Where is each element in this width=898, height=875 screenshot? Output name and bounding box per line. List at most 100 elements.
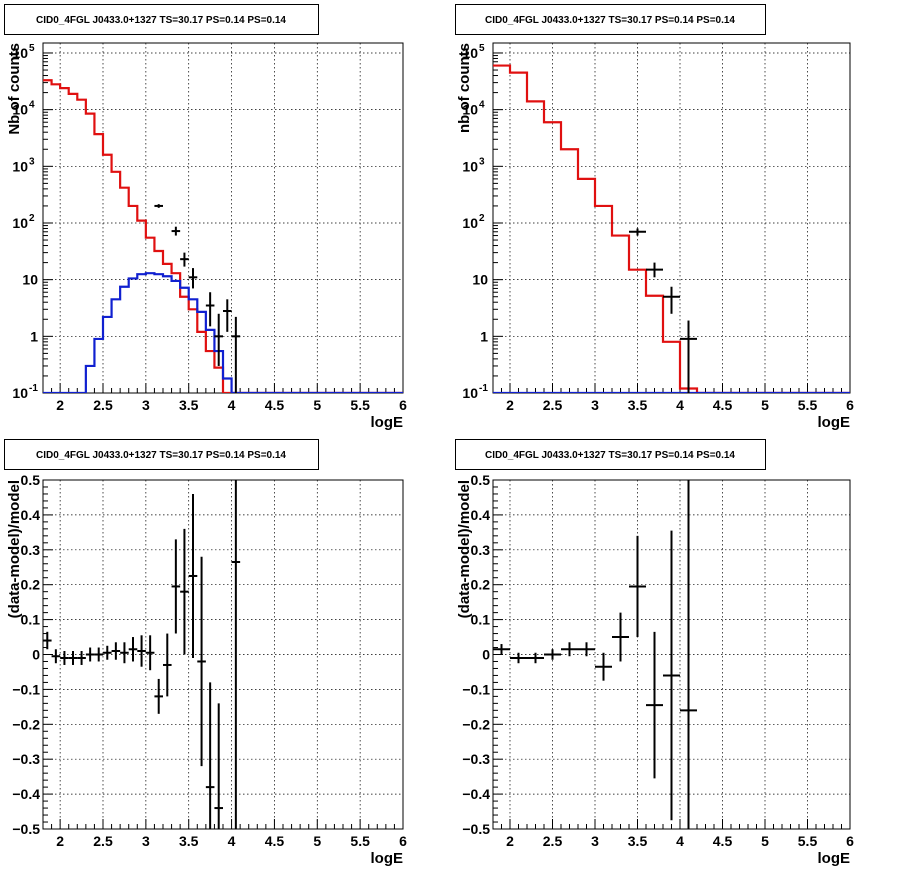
chart-panel-2: CID0_4FGL J0433.0+1327 TS=30.17 PS=0.14 …	[455, 4, 854, 431]
x-tick-label: 5	[761, 833, 769, 849]
y-tick-label: 0.3	[21, 542, 41, 558]
plot-frame	[492, 42, 851, 394]
x-axis-label: logE	[818, 414, 851, 431]
x-tick-label: 4	[676, 833, 684, 849]
y-tick-exponent: 3	[479, 156, 485, 167]
y-tick-label: −0.3	[462, 751, 490, 767]
data-point-12	[680, 480, 697, 829]
y-tick-label: 0.4	[21, 507, 41, 523]
data-layer	[43, 480, 241, 829]
y-tick-label: 10	[12, 385, 28, 401]
y-tick-label: 0	[482, 647, 490, 663]
x-axis-label: logE	[818, 850, 851, 867]
y-axis-label: Nb of counts	[6, 43, 23, 135]
grid	[43, 43, 403, 393]
y-tick-label: 10	[12, 102, 28, 118]
x-tick-label: 3	[142, 397, 150, 413]
data-point-9	[111, 642, 121, 660]
grid	[43, 480, 403, 829]
y-tick-label: 10	[462, 158, 478, 174]
y-tick-label: 10	[12, 158, 28, 174]
data-point-8	[612, 612, 629, 662]
y-tick-label: 10	[462, 45, 478, 61]
y-tick-label: 0.3	[471, 542, 491, 558]
data-point-2	[51, 649, 61, 664]
title-box-frame	[4, 4, 319, 35]
data-point-1	[493, 644, 510, 655]
y-tick-label: 10	[472, 272, 488, 288]
plot-frame	[42, 42, 404, 394]
data-point-16	[171, 539, 181, 634]
chart-title: CID0_4FGL J0433.0+1327 TS=30.17 PS=0.14 …	[36, 15, 286, 26]
y-tick-label: −0.4	[462, 786, 490, 802]
data-layer	[493, 480, 697, 829]
y-tick-exponent: -1	[29, 383, 38, 394]
data-point-4	[188, 268, 198, 289]
data-point-1	[43, 631, 52, 650]
x-tick-label: 6	[846, 833, 854, 849]
x-tick-label: 4.5	[713, 833, 733, 849]
y-axis-label: (data-model)/model	[6, 480, 23, 618]
y-axis-label: (data-model)/model	[456, 480, 473, 618]
x-tick-label: 2	[506, 833, 514, 849]
x-axis-label: logE	[371, 850, 404, 867]
data-point-1	[154, 204, 163, 208]
data-point-12	[137, 635, 146, 667]
y-tick-exponent: 4	[479, 100, 485, 111]
x-tick-label: 4.5	[713, 397, 733, 413]
data-layer	[43, 79, 403, 393]
y-tick-label: 0.4	[471, 507, 491, 523]
y-tick-label: 10	[12, 45, 28, 61]
y-tick-label: 0.5	[471, 472, 491, 488]
x-tick-label: 5.5	[798, 397, 818, 413]
x-tick-label: 2.5	[543, 397, 563, 413]
chart-panel-4: CID0_4FGL J0433.0+1327 TS=30.17 PS=0.14 …	[455, 439, 854, 867]
x-tick-label: 3	[142, 833, 150, 849]
title-box: CID0_4FGL J0433.0+1327 TS=30.17 PS=0.14 …	[455, 4, 766, 35]
y-tick-exponent: -1	[479, 383, 488, 394]
x-tick-label: 5.5	[798, 833, 818, 849]
data-point-6	[85, 647, 95, 662]
data-point-20	[205, 682, 215, 829]
y-tick-label: −0.2	[12, 716, 40, 732]
y-tick-label: −0.2	[462, 716, 490, 732]
title-box-frame	[4, 439, 319, 470]
data-point-13	[145, 635, 155, 671]
x-tick-label: 4.5	[265, 833, 285, 849]
y-tick-exponent: 4	[29, 100, 35, 111]
data-point-18	[188, 493, 198, 658]
x-tick-label: 5	[761, 397, 769, 413]
hist-series-0	[43, 79, 403, 393]
y-tick-label: 0.5	[21, 472, 41, 488]
x-tick-label: 3	[591, 397, 599, 413]
x-tick-label: 2.5	[93, 397, 113, 413]
data-layer	[493, 64, 850, 393]
data-point-14	[154, 678, 163, 714]
y-tick-label: 0.1	[21, 612, 41, 628]
y-tick-label: 1	[30, 328, 38, 344]
data-point-21	[214, 703, 223, 829]
data-point-6	[214, 313, 223, 366]
x-tick-label: 4	[228, 833, 236, 849]
x-tick-label: 6	[399, 833, 407, 849]
hist-series-1	[43, 272, 403, 393]
y-tick-exponent: 3	[29, 156, 35, 167]
y-tick-exponent: 2	[29, 213, 35, 224]
x-tick-label: 5.5	[350, 833, 370, 849]
data-point-2	[510, 652, 527, 664]
x-tick-label: 6	[846, 397, 854, 413]
data-point-2	[171, 226, 181, 236]
ticks	[42, 52, 404, 394]
title-box: CID0_4FGL J0433.0+1327 TS=30.17 PS=0.14 …	[4, 4, 319, 35]
y-tick-exponent: 2	[479, 213, 485, 224]
x-tick-label: 6	[399, 397, 407, 413]
data-point-3	[180, 252, 189, 267]
data-point-5	[561, 642, 578, 657]
x-tick-label: 2.5	[93, 833, 113, 849]
title-box: CID0_4FGL J0433.0+1327 TS=30.17 PS=0.14 …	[455, 439, 766, 470]
x-tick-label: 2	[56, 397, 64, 413]
data-point-1	[629, 228, 646, 236]
data-point-4	[544, 649, 561, 660]
x-tick-label: 3.5	[628, 833, 648, 849]
x-tick-label: 3.5	[628, 397, 648, 413]
